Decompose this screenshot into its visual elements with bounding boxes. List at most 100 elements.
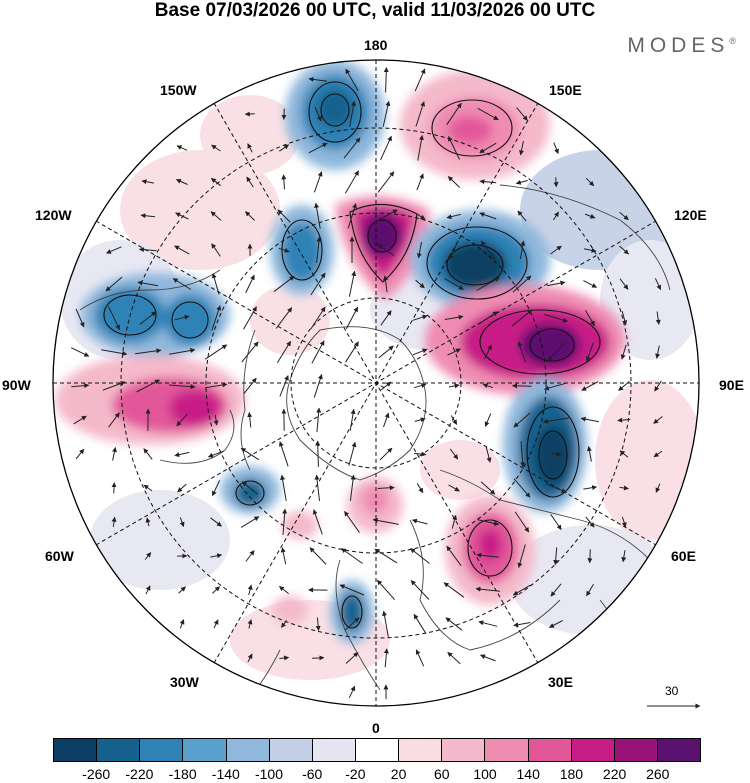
- wind-vector-arrow: [210, 211, 222, 221]
- wind-vector-arrow: [414, 451, 427, 457]
- wind-vector-arrow: [480, 240, 496, 260]
- wind-vector-arrow: [344, 510, 360, 533]
- contour-100e: [479, 309, 601, 375]
- wind-vector-arrow: [478, 311, 498, 325]
- wind-vector-arrow: [516, 107, 528, 121]
- wind-vector-arrow: [179, 517, 185, 528]
- brand-text: MODES: [627, 34, 730, 57]
- wind-vectors: [70, 67, 663, 700]
- wind-vector-arrow: [476, 552, 500, 558]
- wind-vector-arrow: [349, 408, 356, 431]
- wind-vector-arrow: [314, 202, 321, 229]
- wind-vector-arrow: [585, 177, 595, 187]
- wind-vector-arrow: [175, 212, 189, 220]
- colorbar-swatch: [528, 738, 572, 762]
- wind-vector-arrow: [448, 484, 460, 492]
- wind-vector-arrow: [112, 447, 117, 461]
- colorbar-swatch: [657, 738, 702, 762]
- wind-vector-arrow: [111, 482, 117, 494]
- wind-vector-arrow: [349, 474, 356, 501]
- wind-vector-arrow: [140, 213, 156, 219]
- wind-vector-arrow: [279, 655, 290, 661]
- wind-vector-arrow: [655, 311, 661, 325]
- wind-vector-arrow: [585, 516, 595, 528]
- wind-vector-arrow: [517, 544, 526, 568]
- wind-vector-arrow: [380, 381, 392, 391]
- wind-vector-arrow: [313, 171, 323, 193]
- wind-vector-arrow: [174, 314, 190, 321]
- positive-anomaly-30w: [272, 511, 318, 624]
- lon-label-60e: 60E: [671, 548, 696, 564]
- wind-vector-arrow: [145, 517, 151, 527]
- wind-vector-arrow: [443, 582, 465, 598]
- wind-vector-arrow: [619, 485, 629, 491]
- wind-vector-arrow: [586, 583, 594, 597]
- wind-vector-arrow: [412, 314, 428, 321]
- wind-vector-arrow: [617, 417, 631, 423]
- wind-vector-arrow: [177, 483, 187, 493]
- wind-vector-arrow: [654, 380, 662, 392]
- wind-vector-arrow: [207, 450, 224, 458]
- colorbar-swatch: [53, 738, 98, 762]
- wind-vector-arrow: [278, 441, 289, 467]
- wind-vector-arrow: [377, 485, 395, 491]
- wind-vector-arrow: [447, 348, 461, 356]
- wind-vector-arrow: [275, 307, 293, 329]
- wind-vector-arrow: [383, 412, 390, 428]
- wind-vector-arrow: [71, 383, 90, 389]
- wind-vector-arrow: [479, 142, 497, 154]
- wind-vector-arrow: [247, 412, 253, 428]
- greenland-arctic-coast: [286, 326, 427, 481]
- wind-vector-arrow: [513, 412, 531, 428]
- wind-vector-arrow: [410, 548, 430, 564]
- colorbar-swatch: [269, 738, 313, 762]
- wind-vector-arrow: [213, 414, 219, 426]
- wind-vector-arrow: [101, 349, 128, 356]
- wind-vector-arrow: [512, 383, 532, 389]
- negative-anomaly-150w: [285, 60, 385, 170]
- wind-vector-arrow: [621, 516, 627, 528]
- wind-vector-arrow: [247, 619, 253, 629]
- wind-vector-arrow: [450, 415, 458, 425]
- wind-vector-arrow: [246, 176, 254, 188]
- wind-vector-arrow: [382, 610, 389, 637]
- wind-vector-arrow: [583, 485, 598, 491]
- wind-vector-arrow: [204, 344, 228, 360]
- wind-vector-arrow: [449, 240, 459, 260]
- lon-label-90e: 90E: [719, 377, 744, 393]
- wind-vector-arrow: [580, 416, 599, 423]
- contour-165w: [281, 219, 323, 281]
- wind-vector-arrow: [542, 417, 569, 424]
- wind-vector-arrow: [585, 342, 594, 362]
- colorbar-tick-label: -60: [302, 766, 323, 782]
- anomaly-blobs: [55, 60, 625, 644]
- wind-vector-arrow: [451, 514, 458, 529]
- positive-anomaly-10e: [347, 477, 403, 533]
- lon-label-90w: 90W: [2, 377, 31, 393]
- positive-anomaly-160e: [400, 70, 550, 180]
- wind-vector-arrow: [654, 278, 662, 291]
- wind-vector-arrow: [143, 448, 153, 460]
- wind-vector-arrow: [414, 417, 426, 423]
- wind-vector-arrow: [314, 474, 320, 501]
- colorbar-tick-label: -100: [254, 766, 284, 782]
- wind-vector-arrow: [178, 586, 186, 594]
- colorbar-tick-label: -180: [168, 766, 197, 782]
- lon-label-60w: 60W: [45, 548, 74, 564]
- wind-vector-arrow: [550, 245, 562, 255]
- wind-vector-arrow: [621, 310, 628, 326]
- wind-vector-arrow: [414, 68, 426, 92]
- colorbar-tick-label: 60: [434, 766, 450, 782]
- reference-vector-label: 30: [665, 684, 679, 698]
- wind-vector-arrow: [179, 619, 185, 629]
- wind-vector-arrow: [547, 342, 565, 362]
- wind-vector-arrow: [279, 375, 289, 397]
- wind-vector-arrow: [315, 617, 321, 631]
- lon-label-120e: 120E: [674, 207, 707, 223]
- coastlines: [79, 184, 671, 706]
- lon-label-150e: 150E: [549, 82, 582, 98]
- wind-vector-arrow: [311, 340, 325, 364]
- wind-vector-arrow: [211, 273, 220, 295]
- wind-vector-arrow: [245, 211, 255, 221]
- contour-180: [349, 203, 418, 283]
